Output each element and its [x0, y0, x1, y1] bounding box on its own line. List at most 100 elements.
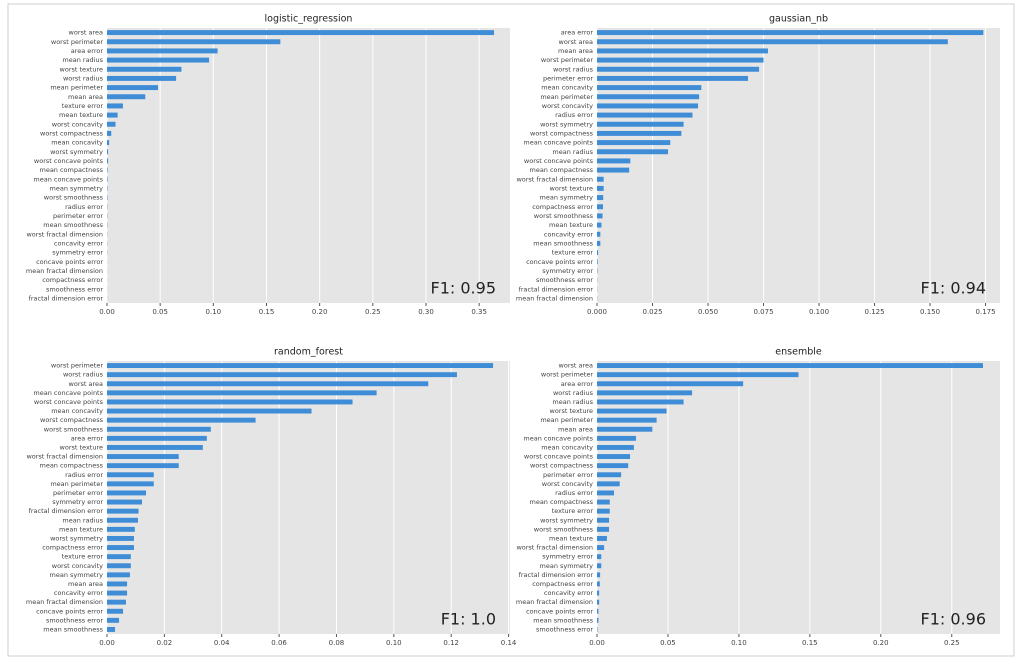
y-tick-label: mean concavity [541, 84, 593, 92]
y-tick-label: mean area [558, 425, 593, 433]
y-tick-label: worst compactness [530, 129, 594, 137]
y-tick-label: mean perimeter [540, 93, 593, 101]
bar [107, 490, 147, 496]
bar [107, 103, 123, 109]
bar [597, 158, 631, 164]
bar [107, 599, 126, 605]
bar [597, 481, 620, 487]
bar [597, 526, 610, 532]
y-tick-label: worst compactness [530, 462, 594, 470]
y-tick-label: mean symmetry [50, 184, 104, 192]
y-tick-label: symmetry error [542, 267, 593, 275]
bar [107, 158, 109, 164]
y-tick-label: fractal dimension error [519, 285, 594, 293]
y-tick-label: mean texture [549, 221, 593, 229]
bar [597, 435, 637, 441]
plot-area [107, 361, 510, 634]
bar [597, 94, 700, 100]
y-tick-label: worst texture [550, 407, 593, 415]
bar [107, 408, 312, 414]
plot-area [107, 28, 510, 303]
y-tick-label: worst compactness [40, 129, 104, 137]
y-tick-label: concavity error [544, 230, 593, 238]
y-tick-label: worst compactness [40, 416, 104, 424]
y-tick-label: compactness error [42, 544, 103, 552]
y-tick-label: compactness error [532, 580, 593, 588]
x-tick-label: 0.35 [471, 308, 487, 316]
bar [597, 554, 602, 560]
x-tick-label: 0.02 [157, 639, 173, 647]
y-tick-label: mean perimeter [50, 84, 103, 92]
bar [107, 554, 131, 560]
y-tick-label: worst smoothness [534, 212, 594, 220]
x-tick-label: 0.06 [271, 639, 287, 647]
y-tick-label: mean radius [62, 56, 103, 64]
bar [597, 240, 601, 246]
y-tick-label: smoothness error [536, 625, 593, 633]
bar [107, 85, 159, 91]
chart-title: logistic_regression [265, 14, 353, 25]
y-tick-label: mean perimeter [50, 480, 103, 488]
y-tick-label: mean symmetry [50, 571, 104, 579]
y-tick-label: smoothness error [46, 285, 103, 293]
bar [597, 444, 634, 450]
bar [107, 472, 154, 478]
bar [597, 112, 693, 118]
bar [107, 481, 154, 487]
y-tick-label: worst concave points [34, 157, 104, 165]
bar [107, 176, 108, 182]
bar [597, 259, 598, 265]
y-tick-label: mean area [558, 47, 593, 55]
y-tick-label: worst symmetry [540, 120, 593, 128]
y-tick-label: mean smoothness [533, 616, 593, 624]
bar [107, 517, 138, 523]
bar [107, 39, 281, 45]
bar [597, 381, 744, 387]
y-tick-label: fractal dimension error [29, 294, 104, 302]
y-tick-label: worst area [559, 362, 593, 370]
bar [597, 417, 657, 423]
y-tick-label: worst concavity [52, 120, 103, 128]
y-tick-label: worst area [559, 38, 593, 46]
bar [597, 608, 599, 614]
bar [107, 535, 134, 541]
y-tick-label: mean fractal dimension [516, 598, 593, 606]
y-tick-label: mean concave points [33, 389, 103, 397]
bar [597, 617, 599, 623]
bar [597, 590, 600, 596]
bar [597, 149, 669, 155]
bar [597, 581, 600, 587]
bar [597, 454, 631, 460]
x-tick-label: 0.100 [809, 308, 829, 316]
x-tick-label: 0.050 [698, 308, 718, 316]
bar [107, 66, 182, 72]
y-tick-label: worst radius [553, 65, 594, 73]
bar [107, 435, 207, 441]
x-tick-label: 0.150 [920, 308, 940, 316]
x-tick-label: 0.30 [418, 308, 434, 316]
y-tick-label: perimeter error [53, 489, 103, 497]
bar [107, 130, 112, 136]
x-tick-label: 0.10 [731, 639, 747, 647]
y-tick-label: area error [561, 29, 594, 37]
y-tick-label: mean compactness [529, 498, 593, 506]
plot-area [597, 361, 1000, 634]
y-tick-label: mean symmetry [540, 562, 594, 570]
y-tick-label: worst texture [60, 443, 103, 451]
bar [597, 30, 984, 36]
y-tick-label: mean smoothness [43, 625, 103, 633]
y-tick-label: concavity error [544, 589, 593, 597]
bar [107, 563, 131, 569]
bar [107, 149, 109, 155]
y-tick-label: worst fractal dimension [516, 544, 593, 552]
bar [597, 222, 602, 228]
x-tick-label: 0.000 [587, 308, 607, 316]
y-tick-label: mean radius [552, 398, 593, 406]
bar [597, 39, 948, 45]
bar [107, 608, 124, 614]
x-tick-label: 0.00 [99, 639, 115, 647]
bar [597, 517, 610, 523]
y-tick-label: concavity error [54, 589, 103, 597]
y-tick-label: mean fractal dimension [26, 267, 103, 275]
